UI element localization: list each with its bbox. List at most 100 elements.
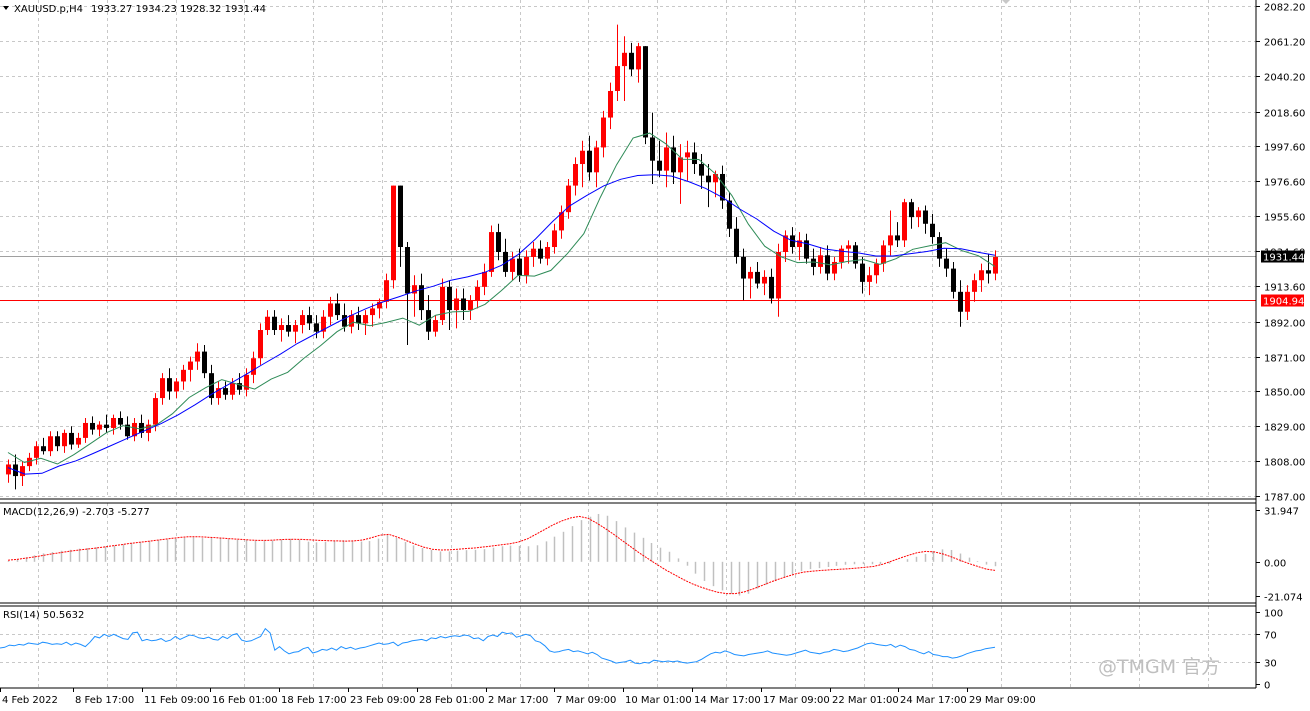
candle-bullish — [888, 235, 893, 246]
candle-bullish — [993, 256, 998, 274]
price-tick-label: 2082.20 — [1264, 3, 1305, 14]
candle-bearish — [503, 251, 508, 272]
candle-bullish — [111, 417, 116, 428]
candle-bullish — [97, 424, 102, 430]
moving-average-fast — [7, 132, 996, 465]
chart-shift-icon[interactable] — [1002, 0, 1010, 4]
candle-bearish — [790, 235, 795, 248]
rsi-pane[interactable] — [0, 627, 1256, 665]
candle-bearish — [643, 46, 648, 138]
candle-bullish — [531, 248, 536, 257]
candle-bullish — [867, 275, 872, 282]
candle-bearish — [650, 137, 655, 161]
main-grid — [0, 0, 1256, 498]
candle-bearish — [706, 175, 711, 183]
price-pane[interactable] — [0, 24, 1256, 490]
macd-grid — [38, 503, 1209, 603]
candle-bearish — [727, 200, 732, 229]
candle-bearish — [587, 150, 592, 173]
candle-bearish — [405, 247, 410, 294]
time-tick-label: 24 Mar 17:00 — [900, 695, 967, 706]
time-tick-label: 7 Mar 09:00 — [556, 695, 616, 706]
candle-bearish — [104, 424, 109, 428]
macd-pane[interactable] — [7, 513, 997, 596]
price-tick-label: 1871.00 — [1264, 354, 1305, 365]
candle-bullish — [664, 147, 669, 171]
candle-bearish — [398, 185, 403, 248]
symbol-dropdown-icon[interactable] — [3, 6, 9, 10]
rsi-label: RSI(14) 50.5632 — [3, 610, 84, 621]
candle-bullish — [293, 325, 298, 332]
candle-bullish — [678, 157, 683, 173]
candle-bullish — [153, 398, 158, 425]
candle-bullish — [566, 185, 571, 213]
candle-bullish — [482, 271, 487, 287]
candle-bearish — [90, 422, 95, 430]
price-tick-label: 1787.00 — [1264, 493, 1305, 504]
candle-bullish — [433, 320, 438, 332]
candle-bearish — [895, 235, 900, 241]
candle-bearish — [720, 173, 725, 201]
rsi-axis: 100 70 30 0 — [1256, 609, 1283, 692]
watermark: @TMGM 官方 — [1098, 656, 1220, 678]
candle-bullish — [559, 212, 564, 231]
candle-bullish — [440, 286, 445, 321]
candle-bearish — [447, 286, 452, 311]
level-price-tag-text: 1904.94 — [1263, 297, 1304, 308]
time-tick-label: 10 Mar 01:00 — [625, 695, 692, 706]
candle-bearish — [286, 325, 291, 332]
candle-bullish — [349, 315, 354, 327]
candle-bearish — [335, 303, 340, 316]
candle-bullish — [321, 316, 326, 332]
candle-bearish — [118, 417, 123, 425]
candle-bearish — [958, 291, 963, 312]
candle-bullish — [874, 263, 879, 276]
candle-bearish — [860, 263, 865, 282]
time-tick-label: 8 Feb 17:00 — [75, 695, 134, 706]
candle-bearish — [853, 245, 858, 264]
time-tick-label: 11 Feb 09:00 — [144, 695, 210, 706]
candle-bearish — [741, 256, 746, 279]
candle-bullish — [580, 150, 585, 165]
candle-bullish — [6, 464, 11, 475]
candle-bullish — [174, 381, 179, 392]
candle-bullish — [552, 230, 557, 248]
candle-bullish — [384, 280, 389, 302]
candle-bullish — [902, 202, 907, 241]
candle-bullish — [34, 446, 39, 458]
price-tick-label: 1913.60 — [1264, 283, 1305, 294]
candle-bearish — [167, 378, 172, 392]
candle-bullish — [916, 210, 921, 218]
candle-bearish — [671, 147, 676, 173]
candle-bearish — [314, 323, 319, 332]
candle-bullish — [524, 256, 529, 276]
candle-bullish — [881, 245, 886, 264]
candle-bullish — [62, 432, 67, 447]
candle-bullish — [27, 457, 32, 467]
time-axis: 4 Feb 2022 8 Feb 17:00 11 Feb 09:00 16 Feb … — [0, 688, 1036, 706]
time-tick-label: 16 Feb 01:00 — [212, 695, 278, 706]
candle-bearish — [209, 373, 214, 399]
candle-bearish — [307, 315, 312, 324]
price-tick-label: 1955.60 — [1264, 213, 1305, 224]
symbol-label: XAUUSD.p,H4 — [14, 4, 83, 15]
rsi-tick-label: 30 — [1264, 659, 1277, 670]
candle-bullish — [377, 301, 382, 309]
candle-bearish — [923, 210, 928, 224]
ohlc-values: 1933.27 1934.23 1928.32 1931.44 — [91, 4, 266, 15]
price-tick-label: 2040.20 — [1264, 73, 1305, 84]
candle-bearish — [237, 383, 242, 390]
candle-bearish — [909, 202, 914, 218]
candle-bearish — [125, 424, 130, 437]
rsi-line — [0, 627, 996, 665]
candle-bullish — [391, 185, 396, 281]
candle-bullish — [244, 374, 249, 390]
candle-bullish — [160, 378, 165, 399]
candle-bullish — [846, 245, 851, 249]
candle-bearish — [930, 223, 935, 238]
candle-bullish — [468, 300, 473, 311]
candle-bullish — [300, 315, 305, 326]
candle-bearish — [538, 248, 543, 259]
